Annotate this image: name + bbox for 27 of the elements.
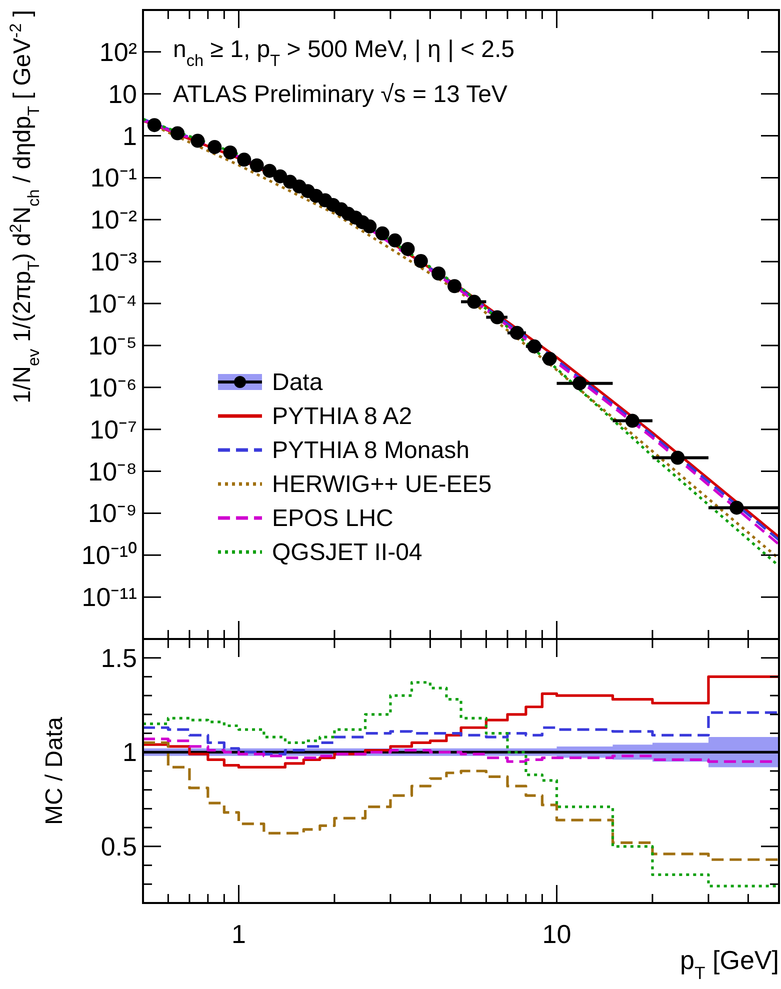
y-axis-title: MC / Data <box>41 716 68 826</box>
y-tick-label: 10⁻¹ <box>90 162 138 193</box>
x-axis-title: p$_{T}$ [GeV] <box>680 945 779 983</box>
y-tick-label: 10⁻⁸ <box>88 456 137 486</box>
legend-label: QGSJET II-04 <box>272 539 422 566</box>
y-tick-label: 1 <box>122 120 137 151</box>
y-tick-label: 10⁻¹¹ <box>82 582 138 612</box>
y-tick-label: 1 <box>122 737 137 768</box>
y-tick-label: 10⁻² <box>90 204 138 235</box>
legend-label: HERWIG++ UE-EE5 <box>272 471 492 498</box>
legend-label: Data <box>272 369 324 396</box>
legend-label: EPOS LHC <box>272 505 394 532</box>
y-tick-label: 10⁻³ <box>90 246 138 277</box>
y-tick-label: 10⁻⁹ <box>88 498 137 528</box>
y-tick-label: 10⁻⁷ <box>90 414 137 444</box>
y-tick-label: 10⁻¹⁰ <box>81 540 137 570</box>
y-tick-label: 10² <box>99 36 138 67</box>
y-tick-label: 10 <box>108 78 137 109</box>
y-tick-label: 0.5 <box>100 831 137 862</box>
y-tick-label: 1.5 <box>100 642 137 673</box>
y-tick-label: 10⁻⁶ <box>88 372 137 402</box>
y-tick-label: 10⁻⁵ <box>88 330 137 360</box>
legend-label: PYTHIA 8 Monash <box>272 437 470 464</box>
legend-label: PYTHIA 8 A2 <box>272 403 412 430</box>
annotation: ATLAS Preliminary √s = 13 TeV <box>173 81 508 108</box>
annotation: n$_{ch}$ ≥ 1, p$_{T}$ > 500 MeV, | η | < 2.5 <box>173 36 515 70</box>
y-tick-label: 10⁻⁴ <box>88 288 137 319</box>
